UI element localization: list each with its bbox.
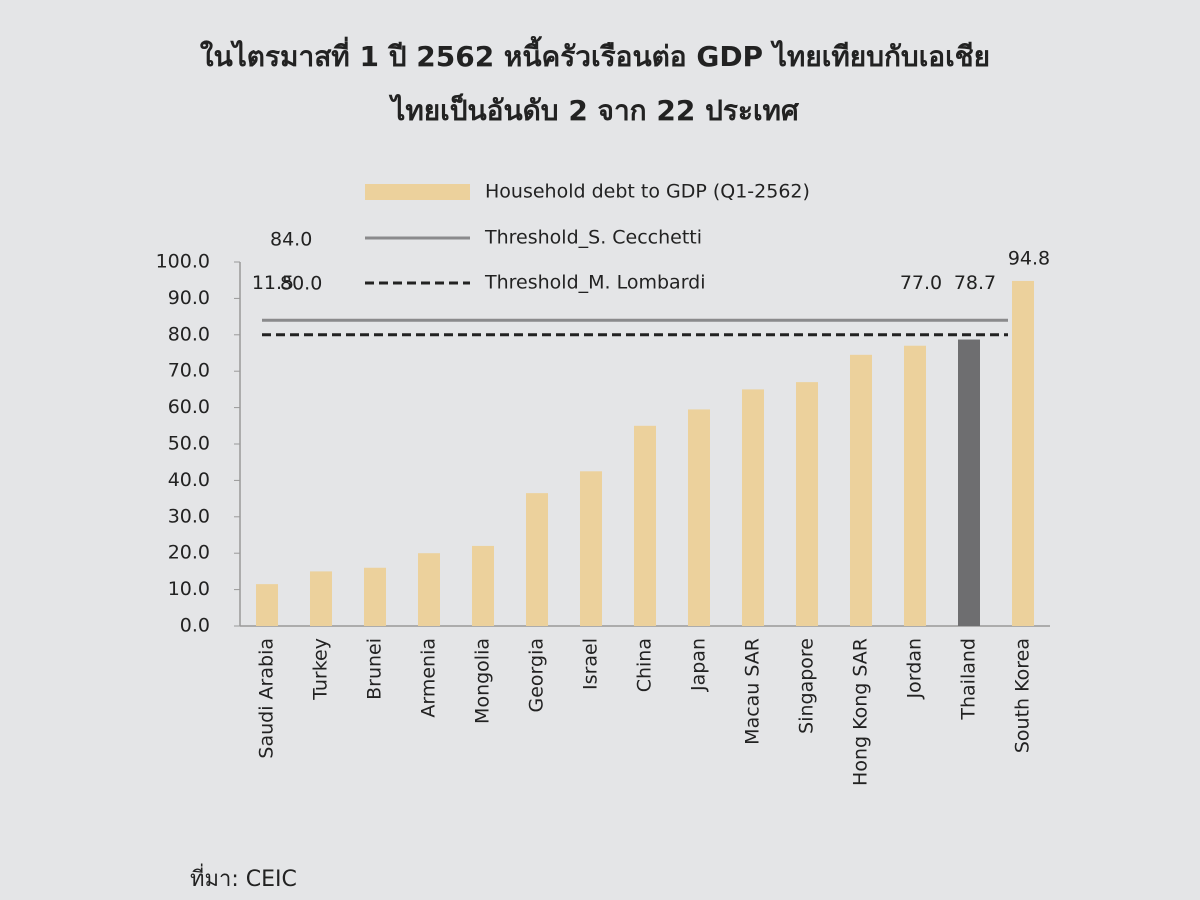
y-tick-label: 20.0 xyxy=(168,542,210,564)
x-tick-label: Japan xyxy=(688,638,710,692)
y-tick-label: 60.0 xyxy=(168,396,210,418)
threshold-label: 80.0 xyxy=(280,273,322,295)
bar xyxy=(310,571,332,626)
chart-subtitle: ไทยเป็นอันดับ 2 จาก 22 ประเทศ xyxy=(388,93,800,127)
bar xyxy=(634,425,656,626)
legend-label: Threshold_M. Lombardi xyxy=(484,272,706,294)
y-tick-label: 50.0 xyxy=(168,433,210,455)
bar xyxy=(1012,280,1034,626)
x-tick-label: Saudi Arabia xyxy=(256,638,278,759)
x-tick-label: China xyxy=(634,638,656,692)
x-tick-label: Jordan xyxy=(904,638,926,699)
threshold-label: 84.0 xyxy=(270,229,312,251)
bar xyxy=(850,354,872,626)
x-tick-label: Georgia xyxy=(526,638,548,713)
bar xyxy=(742,389,764,626)
bar xyxy=(796,382,818,626)
legend-swatch xyxy=(365,184,470,200)
y-tick-label: 10.0 xyxy=(168,578,210,600)
legend-label: Household debt to GDP (Q1-2562) xyxy=(485,181,810,203)
x-tick-label: Armenia xyxy=(418,638,440,718)
y-tick-label: 30.0 xyxy=(168,505,210,527)
bar xyxy=(364,567,386,626)
legend-label: Threshold_S. Cecchetti xyxy=(484,227,702,249)
x-tick-label: South Korea xyxy=(1012,638,1034,753)
bar xyxy=(418,553,440,626)
y-tick-label: 80.0 xyxy=(168,323,210,345)
x-tick-label: Israel xyxy=(580,638,602,690)
bar xyxy=(958,339,980,626)
x-tick-label: Singapore xyxy=(796,638,818,734)
bar xyxy=(688,409,710,626)
x-tick-label: Turkey xyxy=(310,638,332,701)
value-label: 77.0 xyxy=(900,272,942,294)
y-tick-label: 40.0 xyxy=(168,469,210,491)
bar xyxy=(472,545,494,626)
chart-title: ในไตรมาสที่ 1 ปี 2562 หนี้ครัวเรือนต่อ G… xyxy=(200,35,990,73)
y-tick-label: 70.0 xyxy=(168,360,210,382)
y-tick-label: 90.0 xyxy=(168,287,210,309)
bar xyxy=(256,584,278,626)
y-tick-label: 0.0 xyxy=(180,615,210,637)
x-tick-label: Brunei xyxy=(364,638,386,700)
x-tick-label: Macau SAR xyxy=(742,638,764,745)
x-tick-label: Hong Kong SAR xyxy=(850,638,872,786)
value-label: 94.8 xyxy=(1008,247,1050,269)
bar xyxy=(526,493,548,626)
x-tick-label: Thailand xyxy=(958,638,980,721)
value-label: 11.5 xyxy=(252,272,294,294)
x-tick-label: Mongolia xyxy=(472,638,494,724)
source: ที่มา: CEIC xyxy=(190,863,297,892)
value-label: 78.7 xyxy=(954,272,996,294)
bar xyxy=(580,471,602,626)
y-tick-label: 100.0 xyxy=(156,251,210,273)
bar xyxy=(904,345,926,626)
